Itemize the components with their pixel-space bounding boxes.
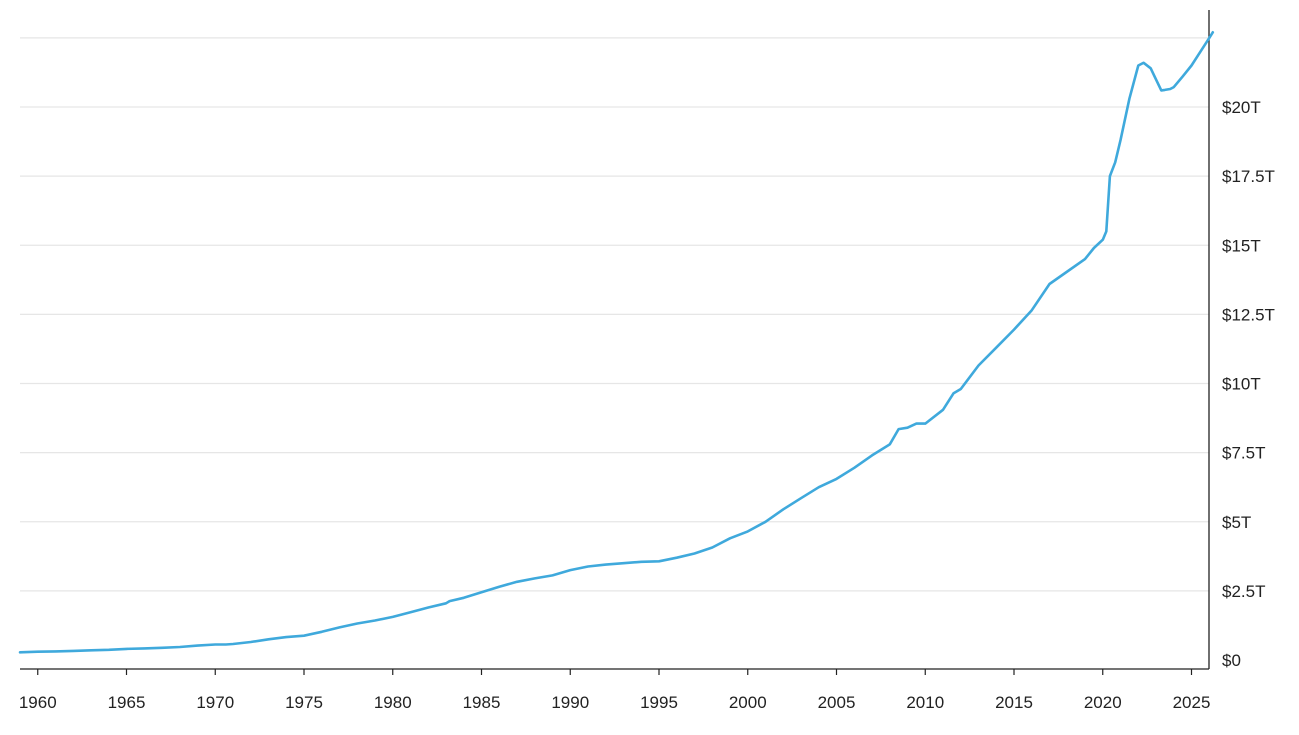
y-tick-label: $10T <box>1222 375 1261 394</box>
y-tick-label: $2.5T <box>1222 582 1265 601</box>
x-tick-label: 1965 <box>108 693 146 712</box>
x-axis-ticks: 1960 1965 1970 1975 1980 1985 1990 1995 2000 2005… <box>19 669 1211 712</box>
x-tick-label: 1980 <box>374 693 412 712</box>
y-tick-label: $20T <box>1222 98 1261 117</box>
x-tick-label: 2000 <box>729 693 767 712</box>
x-tick-label: 1960 <box>19 693 57 712</box>
y-tick-label: $7.5T <box>1222 444 1265 463</box>
x-tick-label: 1985 <box>463 693 501 712</box>
y-tick-label: $0 <box>1222 651 1241 670</box>
y-tick-label: $17.5T <box>1222 167 1275 186</box>
x-tick-label: 1975 <box>285 693 323 712</box>
x-tick-label: 2025 <box>1173 693 1211 712</box>
x-tick-label: 1970 <box>196 693 234 712</box>
series-line-0 <box>18 30 1215 654</box>
x-tick-label: 2020 <box>1084 693 1122 712</box>
x-tick-label: 1990 <box>551 693 589 712</box>
y-tick-label: $12.5T <box>1222 305 1275 324</box>
axes <box>20 10 1210 670</box>
y-tick-label: $5T <box>1222 513 1251 532</box>
y-axis-ticks: $0 $2.5T $5T $7.5T $10T $12.5T $15T $17.5T $20T <box>1222 98 1275 670</box>
x-tick-label: 2005 <box>818 693 856 712</box>
series <box>18 30 1215 654</box>
y-tick-label: $15T <box>1222 236 1261 255</box>
x-tick-label: 2015 <box>995 693 1033 712</box>
x-tick-label: 2010 <box>906 693 944 712</box>
x-tick-label: 1995 <box>640 693 678 712</box>
gridlines <box>20 37 1209 592</box>
